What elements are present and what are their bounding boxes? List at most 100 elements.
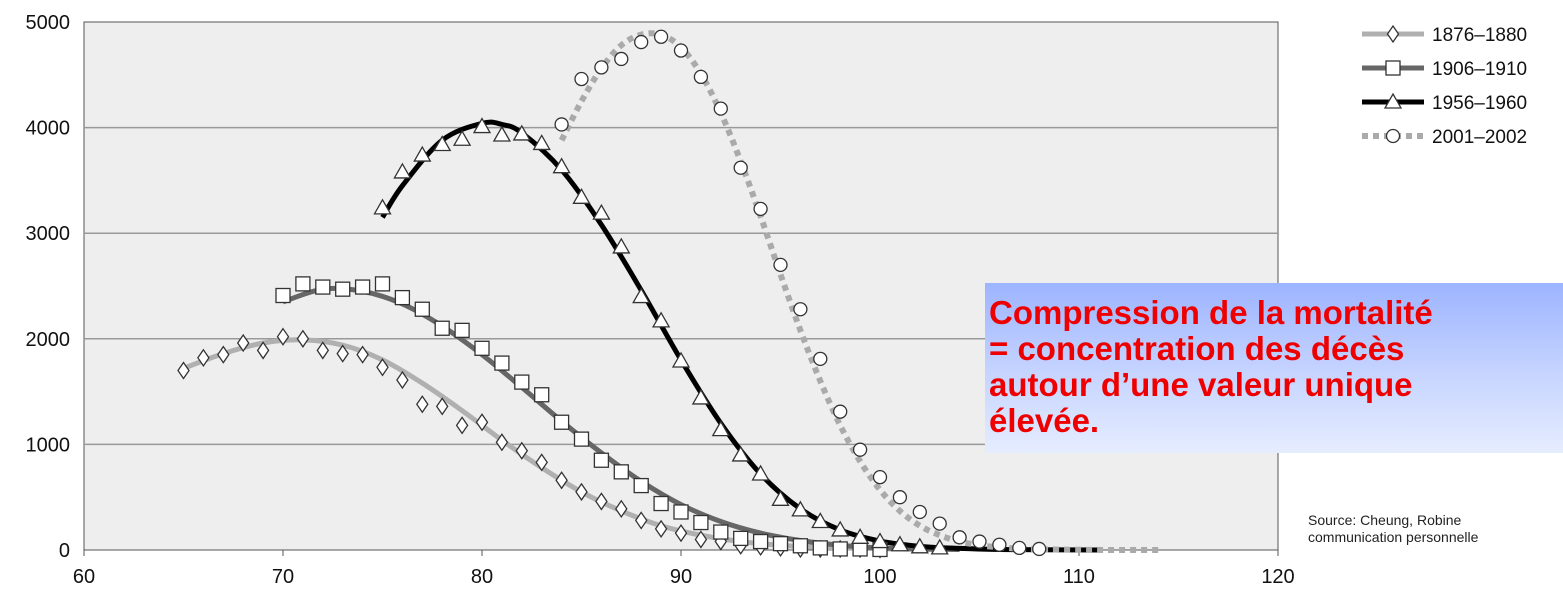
data-point-square xyxy=(315,279,331,295)
data-point-diamond xyxy=(296,329,310,348)
data-point-triangle xyxy=(492,125,512,142)
data-point-square xyxy=(394,289,411,306)
legend-marker-diamond xyxy=(1386,24,1400,44)
data-point-square xyxy=(752,533,769,550)
y-tick-label: 3000 xyxy=(26,223,71,245)
data-point-triangle xyxy=(910,537,929,554)
data-point-diamond xyxy=(674,523,688,543)
data-point-diamond xyxy=(336,344,349,363)
legend-marker-triangle xyxy=(1383,92,1403,109)
data-point-square xyxy=(812,540,828,556)
data-point-circle xyxy=(892,490,908,505)
data-point-square xyxy=(354,279,371,295)
data-point-triangle xyxy=(532,134,551,151)
data-point-square xyxy=(275,287,291,304)
y-tick-label: 5000 xyxy=(26,12,71,34)
data-point-square xyxy=(494,355,510,371)
y-tick-label: 1000 xyxy=(26,434,71,456)
data-point-triangle xyxy=(472,117,492,134)
data-point-diamond xyxy=(217,345,230,364)
y-tick-label: 0 xyxy=(59,540,70,562)
data-point-circle xyxy=(773,257,788,273)
data-point-square xyxy=(454,322,470,339)
x-tick-label: 80 xyxy=(471,566,493,588)
data-point-square xyxy=(792,538,809,554)
axis-ticks: 0 1000 2000 3000 4000 5000 60 70 80 90 100 110 120 xyxy=(26,12,1295,588)
data-point-square xyxy=(852,541,868,557)
data-point-triangle xyxy=(890,535,910,552)
data-point-triangle xyxy=(632,287,651,304)
data-point-diamond xyxy=(435,397,449,416)
data-point-diamond xyxy=(654,519,668,539)
data-point-diamond xyxy=(236,333,250,353)
data-point-circle xyxy=(872,469,888,485)
data-point-triangle xyxy=(572,187,591,204)
fit-curve-triangle xyxy=(380,119,1099,553)
data-point-square xyxy=(474,340,490,356)
data-point-square xyxy=(553,414,570,430)
legend-marker-circle xyxy=(1385,128,1401,144)
data-point-triangle xyxy=(930,538,949,555)
data-point-diamond xyxy=(475,413,489,432)
data-point-diamond xyxy=(555,471,568,490)
data-point-triangle xyxy=(850,528,870,544)
data-point-diamond xyxy=(276,327,290,346)
data-point-triangle xyxy=(393,162,412,179)
data-point-triangle xyxy=(870,532,890,549)
data-point-circle xyxy=(793,302,808,317)
data-point-triangle xyxy=(791,500,810,517)
x-tick-label: 90 xyxy=(670,566,692,588)
data-point-circle xyxy=(693,69,709,85)
data-point-circle xyxy=(912,504,927,520)
data-point-circle xyxy=(634,34,649,50)
data-point-square xyxy=(713,524,729,540)
legend-label: 1906–1910 xyxy=(1432,59,1527,80)
data-point-diamond xyxy=(595,492,608,511)
legend: 1876–1880 1906–1910 1956–1960 2001–2002 xyxy=(1362,24,1527,148)
data-point-circle xyxy=(713,101,728,116)
data-point-circle xyxy=(852,442,868,457)
source-note-line1: Source: Cheung, Robine xyxy=(1308,512,1462,528)
data-point-diamond xyxy=(694,530,708,549)
legend-label: 2001–2002 xyxy=(1432,127,1527,148)
data-point-square xyxy=(693,514,709,531)
data-point-triangle xyxy=(552,157,571,174)
source-note-line2: communication personnelle xyxy=(1308,529,1479,545)
data-markers xyxy=(177,29,1047,559)
data-point-circle xyxy=(753,201,768,217)
data-point-triangle xyxy=(373,198,392,215)
data-point-triangle xyxy=(691,388,711,405)
data-point-circle xyxy=(992,537,1007,552)
data-point-diamond xyxy=(634,511,648,530)
data-point-triangle xyxy=(413,145,432,162)
data-point-square xyxy=(832,541,848,557)
data-point-square xyxy=(613,464,629,480)
data-point-square xyxy=(374,276,391,292)
data-point-triangle xyxy=(751,464,770,481)
data-point-triangle xyxy=(711,420,730,437)
data-point-diamond xyxy=(455,416,469,435)
legend-marker-square xyxy=(1385,60,1401,76)
data-point-triangle xyxy=(612,237,631,254)
data-point-triangle xyxy=(452,129,472,146)
data-point-square xyxy=(514,374,530,390)
data-point-circle xyxy=(554,117,569,132)
data-point-square xyxy=(534,387,550,403)
data-point-circle xyxy=(1012,540,1027,556)
data-point-triangle xyxy=(433,135,452,152)
data-point-square xyxy=(653,495,669,512)
fit-curve-circle xyxy=(558,30,1159,554)
data-point-circle xyxy=(833,404,848,419)
data-point-circle xyxy=(653,29,669,44)
data-point-diamond xyxy=(575,482,588,502)
data-point-square xyxy=(295,276,311,292)
x-tick-label: 100 xyxy=(863,566,896,588)
data-point-square xyxy=(673,504,689,520)
data-point-diamond xyxy=(535,453,548,472)
data-point-square xyxy=(733,530,749,547)
x-tick-label: 110 xyxy=(1063,566,1095,588)
data-point-triangle xyxy=(831,520,850,537)
callout-box: Compression de la mortalité = concentrat… xyxy=(985,283,1563,453)
data-point-diamond xyxy=(515,441,529,460)
data-point-triangle xyxy=(651,311,671,328)
